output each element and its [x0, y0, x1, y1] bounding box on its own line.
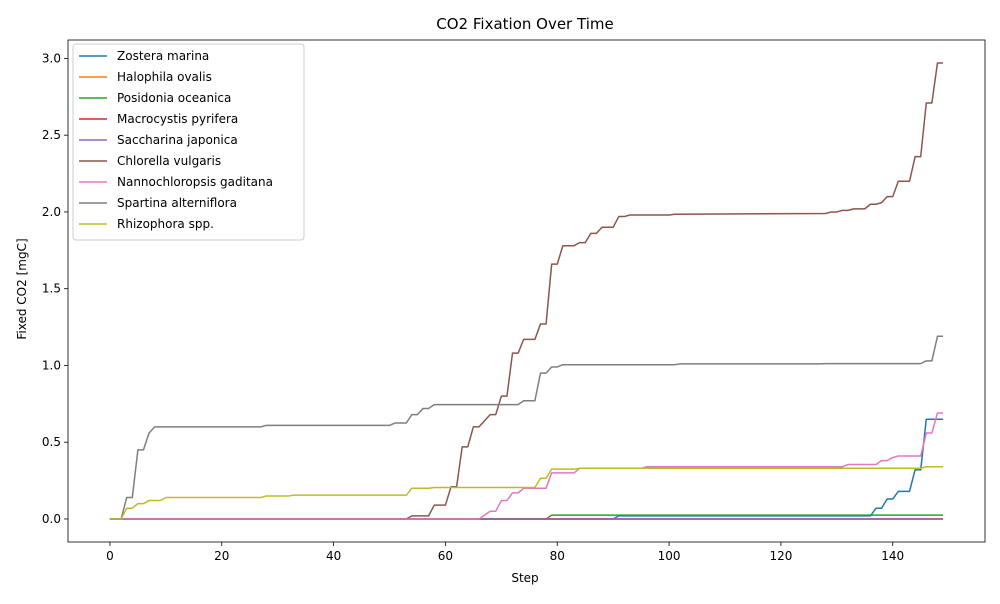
y-tick-label: 3.0: [42, 51, 61, 65]
y-tick-label: 1.5: [42, 282, 61, 296]
y-axis-label: Fixed CO2 [mgC]: [15, 238, 29, 339]
x-tick-label: 140: [881, 549, 904, 563]
legend-box: [72, 43, 305, 241]
legend-label-1: Halophila ovalis: [117, 70, 212, 84]
legend-label-3: Macrocystis pyrifera: [117, 112, 238, 126]
x-tick-label: 100: [658, 549, 681, 563]
x-tick-label: 0: [106, 549, 114, 563]
legend-label-5: Chlorella vulgaris: [117, 154, 221, 168]
x-axis-label: Step: [511, 571, 538, 585]
plot-area: 0 20 40 60 80 100 120 140 0.0 0.5 1.0 1.5 2.0 2.5 3.0: [42, 39, 986, 563]
legend-label-0: Zostera marina: [117, 49, 209, 63]
legend: Zostera marina Halophila ovalis Posidonia …: [72, 43, 305, 241]
legend-label-6: Nannochloropsis gaditana: [117, 175, 273, 189]
legend-label-4: Saccharina japonica: [117, 133, 238, 147]
x-tick-label: 80: [550, 549, 565, 563]
y-tick-label: 2.0: [42, 205, 61, 219]
series-line-8: [109, 466, 944, 520]
series-line-0: [109, 418, 944, 520]
series-line-7: [109, 335, 944, 520]
y-tick-label: 2.5: [42, 128, 61, 142]
y-tick-label: 0.5: [42, 435, 61, 449]
series-line-5: [109, 62, 944, 520]
y-tick-label: 0.0: [42, 512, 61, 526]
x-tick-label: 120: [769, 549, 792, 563]
y-tick-label: 1.0: [42, 358, 61, 372]
axes-frame: [67, 39, 986, 543]
x-tick-label: 40: [326, 549, 341, 563]
legend-label-7: Spartina alterniflora: [117, 196, 237, 210]
x-tick-label: 20: [214, 549, 229, 563]
chart-title: CO2 Fixation Over Time: [436, 15, 613, 33]
legend-label-8: Rhizophora spp.: [117, 217, 214, 231]
x-tick-label: 60: [438, 549, 453, 563]
legend-label-2: Posidonia oceanica: [117, 91, 231, 105]
